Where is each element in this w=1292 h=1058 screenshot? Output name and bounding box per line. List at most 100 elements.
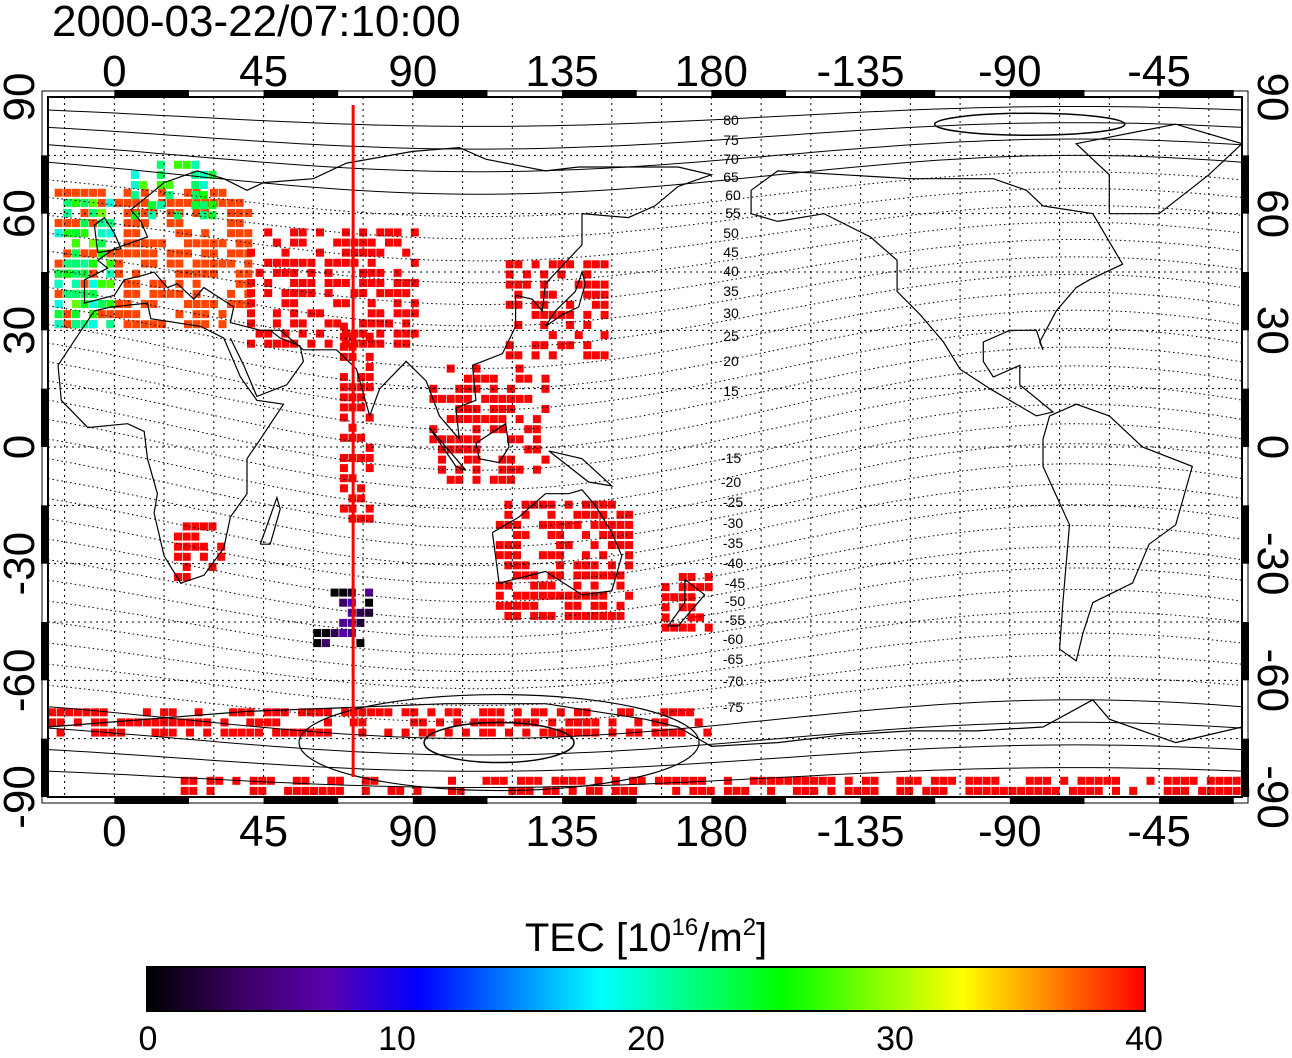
- colorbar-title-end: ]: [756, 916, 768, 960]
- tec-cell: [89, 300, 98, 308]
- tec-cell: [532, 465, 541, 474]
- tec-cell: [208, 562, 217, 571]
- tec-cell: [573, 581, 582, 590]
- tec-cell: [333, 319, 342, 328]
- tec-cell: [281, 258, 290, 267]
- tec-cell: [191, 191, 200, 200]
- top-lon-tick-label: 180: [675, 47, 748, 96]
- tec-cell: [616, 510, 625, 519]
- scale-bar-top: [1009, 90, 1085, 96]
- tec-cell: [249, 776, 258, 785]
- tec-cell: [290, 309, 299, 318]
- tec-cell: [227, 300, 236, 308]
- tec-cell: [220, 728, 229, 737]
- tec-cell: [591, 260, 600, 269]
- tec-cell: [97, 249, 106, 258]
- tec-cell: [117, 728, 125, 737]
- tec-cell: [71, 279, 80, 288]
- tec-cell: [199, 211, 208, 220]
- tec-cell: [339, 474, 348, 483]
- tec-cell: [313, 639, 322, 648]
- tec-cell: [182, 573, 191, 581]
- tec-cell: [625, 510, 634, 519]
- bottom-lon-tick-label: -45: [1127, 807, 1191, 856]
- tec-cell: [548, 351, 557, 360]
- tec-cell: [166, 259, 175, 268]
- tec-cell: [272, 339, 281, 348]
- tec-cell: [132, 229, 141, 238]
- tec-cell: [218, 310, 227, 319]
- tec-cell: [489, 425, 498, 434]
- tec-cell: [582, 718, 591, 727]
- tec-cell: [482, 776, 491, 785]
- tec-cell: [525, 776, 534, 785]
- tec-cell: [498, 475, 507, 484]
- tec-cell: [410, 309, 419, 318]
- tec-cell: [367, 258, 376, 267]
- tec-cell: [359, 248, 368, 257]
- tec-cell: [156, 170, 165, 179]
- tec-cell: [1163, 776, 1172, 785]
- colorbar-tick-label: 20: [627, 1020, 665, 1058]
- tec-cell: [456, 786, 465, 795]
- tec-cell: [324, 279, 333, 287]
- tec-cell: [448, 786, 456, 795]
- tec-cell: [438, 394, 446, 403]
- left-lat-tick-label: 30: [0, 306, 44, 355]
- tec-cell: [531, 300, 540, 309]
- tec-cell: [148, 201, 157, 210]
- tec-cell: [678, 573, 687, 581]
- tec-cell: [151, 728, 160, 737]
- tec-cell: [218, 320, 227, 329]
- tec-cell: [574, 718, 582, 727]
- tec-cell: [184, 249, 192, 258]
- tec-cell: [453, 718, 462, 727]
- tec-cell: [298, 258, 307, 267]
- coastline: [83, 146, 714, 442]
- contour-line: [47, 699, 1243, 740]
- tec-cell: [235, 279, 244, 288]
- tec-cell: [1129, 786, 1138, 795]
- tec-cell: [463, 455, 472, 464]
- tec-cell: [158, 289, 167, 298]
- tec-cell: [393, 329, 402, 338]
- tec-cell: [132, 198, 141, 207]
- tec-cell: [175, 229, 184, 238]
- tec-cell: [290, 238, 299, 247]
- tec-cell: [272, 268, 281, 277]
- tec-cell: [455, 415, 464, 424]
- tec-cell: [298, 228, 307, 237]
- tec-cell: [48, 718, 56, 727]
- tec-cell: [547, 551, 556, 560]
- tec-cell: [538, 611, 547, 620]
- tec-cell: [402, 289, 411, 298]
- tec-cell: [335, 786, 344, 795]
- tec-cell: [323, 718, 332, 727]
- tec-cell: [590, 611, 599, 620]
- tec-cell: [637, 776, 646, 785]
- tec-cell: [591, 728, 600, 737]
- tec-cell: [429, 435, 438, 444]
- tec-cell: [600, 300, 609, 309]
- tec-cell: [402, 339, 411, 348]
- tec-cell: [704, 623, 713, 632]
- colorbar-tick-label: 40: [1125, 1020, 1163, 1058]
- tec-cell: [532, 425, 541, 434]
- tec-cell: [670, 593, 679, 602]
- tec-cell: [1068, 786, 1077, 795]
- tec-cell: [505, 300, 514, 309]
- tec-cell: [376, 279, 385, 287]
- tec-cell: [80, 219, 89, 228]
- tec-cell: [160, 728, 169, 737]
- tec-cell: [393, 279, 402, 287]
- tec-cell: [844, 786, 853, 795]
- tec-cell: [123, 279, 132, 288]
- tec-cell: [192, 239, 201, 248]
- scale-bar-top: [711, 90, 786, 96]
- contour-line: [47, 106, 1243, 127]
- tec-cell: [1172, 786, 1181, 795]
- tec-cell: [513, 561, 521, 570]
- tec-cell: [280, 728, 289, 737]
- tec-cell: [481, 415, 490, 424]
- tec-cell: [376, 329, 385, 338]
